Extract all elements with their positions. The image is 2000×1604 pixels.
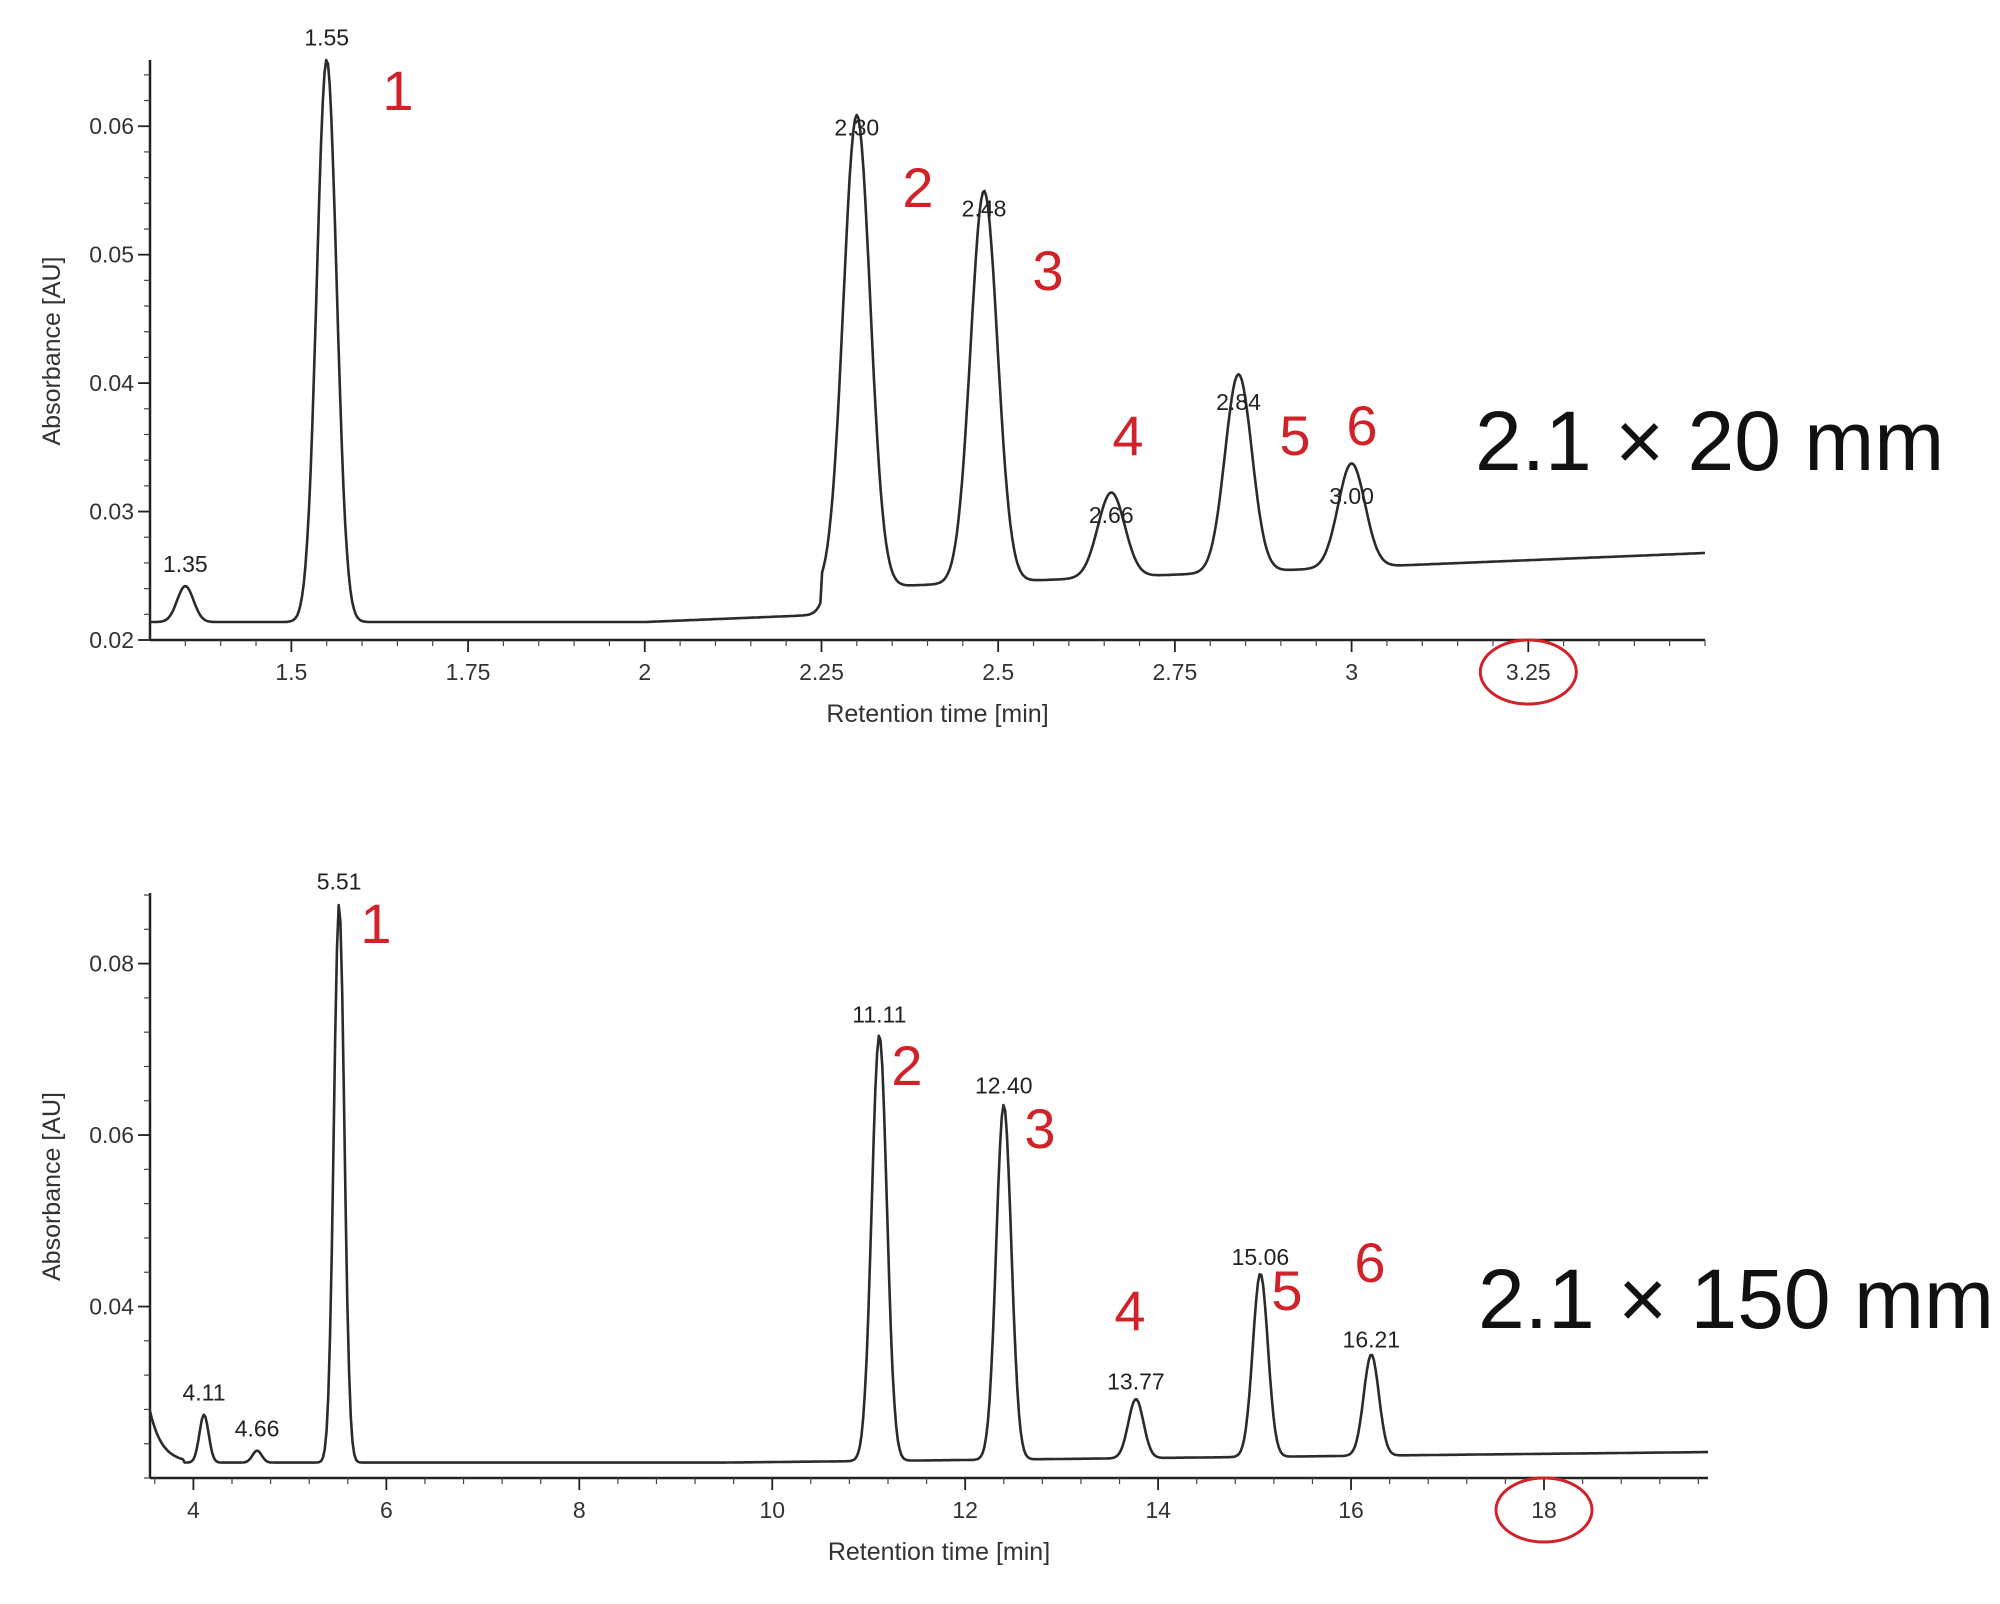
y-tick-label: 0.04 [89, 1294, 134, 1320]
peak-retention-label: 11.11 [852, 1001, 906, 1027]
x-tick-label: 3 [1345, 659, 1358, 685]
peak-number: 3 [1032, 239, 1063, 302]
y-tick-label: 0.08 [89, 951, 134, 977]
peak-retention-label: 16.21 [1343, 1326, 1401, 1352]
x-tick-label: 2.75 [1153, 659, 1198, 685]
y-axis-title: Absorbance [AU] [38, 1092, 66, 1281]
peak-number: 2 [902, 156, 933, 219]
peak-number: 1 [360, 892, 391, 955]
chromatogram-trace [150, 58, 1705, 624]
x-tick-label: 8 [573, 1497, 586, 1523]
peak-retention-label: 12.40 [975, 1073, 1033, 1099]
y-tick-label: 0.04 [89, 370, 134, 396]
peak-retention-label: 2.48 [962, 195, 1007, 221]
peak-number: 3 [1024, 1097, 1055, 1160]
peak-retention-label: 4.11 [182, 1380, 225, 1406]
peak-number: 4 [1112, 404, 1143, 467]
peak-retention-label: 4.66 [235, 1416, 280, 1442]
circled-tick-highlight [1478, 638, 1578, 706]
peak-retention-label: 2.66 [1089, 502, 1134, 528]
short-column-chart: 0.02 0.03 0.04 0.05 0.06 1.5 1.75 2 2.25 2.5 2.75 3… [38, 24, 1944, 728]
peak-number: 6 [1346, 394, 1377, 457]
peak-number: 4 [1114, 1279, 1145, 1342]
x-tick-label: 6 [380, 1497, 393, 1523]
x-axis-title: Retention time [min] [826, 700, 1048, 728]
peak-retention-label: 13.77 [1107, 1368, 1165, 1394]
column-dimension-label: 2.1 × 20 mm [1475, 394, 1944, 488]
peak-number: 5 [1279, 404, 1310, 467]
peak-retention-label: 5.51 [317, 869, 362, 895]
column-dimension-label: 2.1 × 150 mm [1478, 1252, 1994, 1346]
x-tick-label: 18 [1531, 1497, 1557, 1523]
peak-retention-label: 2.84 [1216, 389, 1261, 415]
peak-retention-label: 2.30 [834, 114, 879, 140]
y-tick-label: 0.06 [89, 113, 134, 139]
x-tick-label: 3.25 [1506, 659, 1551, 685]
y-axis-title: Absorbance [AU] [38, 257, 66, 446]
peak-number: 2 [891, 1034, 922, 1097]
peak-retention-label: 1.35 [163, 551, 208, 577]
x-tick-label: 10 [759, 1497, 785, 1523]
x-tick-label: 1.75 [446, 659, 491, 685]
y-tick-label: 0.03 [89, 499, 134, 525]
peak-number: 6 [1354, 1231, 1385, 1294]
x-tick-label: 16 [1338, 1497, 1364, 1523]
x-tick-label: 2.5 [982, 659, 1014, 685]
circled-tick-highlight [1494, 1476, 1594, 1544]
y-tick-label: 0.05 [89, 242, 134, 268]
x-tick-label: 12 [952, 1497, 978, 1523]
y-tick-label: 0.02 [89, 627, 134, 653]
y-tick-label: 0.06 [89, 1122, 134, 1148]
x-tick-label: 4 [187, 1497, 200, 1523]
chromatogram-trace [148, 903, 1708, 1464]
peak-number: 1 [382, 59, 413, 122]
peak-retention-label: 3.00 [1329, 483, 1374, 509]
x-tick-label: 2.25 [799, 659, 844, 685]
x-tick-label: 1.5 [275, 659, 307, 685]
x-tick-label: 14 [1145, 1497, 1171, 1523]
peak-retention-label: 15.06 [1232, 1244, 1290, 1270]
peak-retention-label: 1.55 [304, 24, 349, 50]
peak-number: 5 [1271, 1259, 1302, 1322]
x-tick-label: 2 [638, 659, 651, 685]
x-axis-title: Retention time [min] [828, 1538, 1050, 1566]
